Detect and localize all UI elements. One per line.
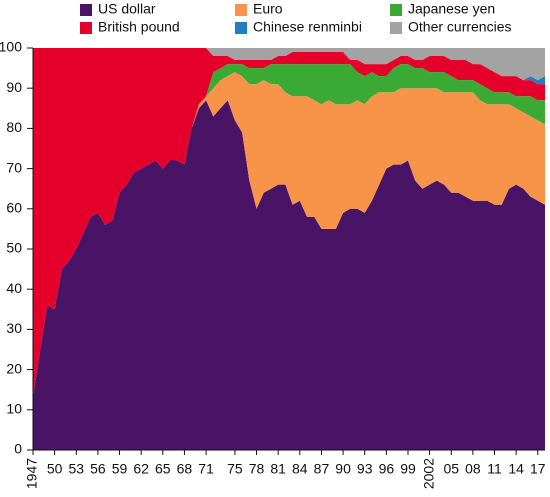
area <box>33 72 545 398</box>
y-tick-label: 60 <box>6 200 22 216</box>
x-tick-label: 84 <box>292 461 308 477</box>
x-tick-label: 17 <box>530 461 546 477</box>
x-tick-label: 78 <box>249 461 265 477</box>
x-tick-label: 75 <box>227 461 243 477</box>
x-tick-label: 93 <box>357 461 373 477</box>
x-tick-label: 59 <box>112 461 128 477</box>
y-tick-label: 30 <box>6 320 22 336</box>
x-tick-label: 65 <box>155 461 171 477</box>
x-tick-label: 53 <box>68 461 84 477</box>
x-tick-label: 14 <box>508 461 524 477</box>
x-tick-label: 68 <box>177 461 193 477</box>
legend-label: Chinese renminbi <box>253 19 362 35</box>
legend-label: Japanese yen <box>408 1 495 17</box>
y-tick-label: 40 <box>6 280 22 296</box>
x-tick-label: 1947 <box>24 458 40 489</box>
area <box>33 48 545 398</box>
x-tick-label: 56 <box>90 461 106 477</box>
x-tick-label: 90 <box>335 461 351 477</box>
area <box>33 64 545 398</box>
x-tick-label: 08 <box>465 461 481 477</box>
y-tick-label: 80 <box>6 119 22 135</box>
area <box>33 48 545 81</box>
x-tick-label: 11 <box>487 461 502 477</box>
legend-swatch <box>80 4 92 16</box>
legend-label: Other currencies <box>408 19 511 35</box>
x-tick-label: 2002 <box>420 458 436 489</box>
x-tick-label: 87 <box>314 461 330 477</box>
x-tick-label: 62 <box>133 461 149 477</box>
x-tick-label: 50 <box>47 461 63 477</box>
y-tick-label: 90 <box>6 79 22 95</box>
x-tick-label: 81 <box>270 461 286 477</box>
x-tick-label: 99 <box>400 461 416 477</box>
y-tick-label: 0 <box>14 441 22 457</box>
x-tick-label: 96 <box>379 461 395 477</box>
area <box>33 100 545 450</box>
legend-swatch <box>235 22 247 34</box>
legend-label: British pound <box>98 19 180 35</box>
legend-swatch <box>80 22 92 34</box>
y-tick-label: 20 <box>6 360 22 376</box>
x-tick-label: 05 <box>443 461 459 477</box>
legend-label: US dollar <box>98 1 156 17</box>
x-tick-label: 71 <box>198 461 214 477</box>
legend-swatch <box>390 22 402 34</box>
y-tick-label: 100 <box>0 39 22 55</box>
y-tick-label: 10 <box>6 401 22 417</box>
y-tick-label: 50 <box>6 240 22 256</box>
y-tick-label: 70 <box>6 159 22 175</box>
legend-swatch <box>235 4 247 16</box>
legend-swatch <box>390 4 402 16</box>
legend-label: Euro <box>253 1 283 17</box>
